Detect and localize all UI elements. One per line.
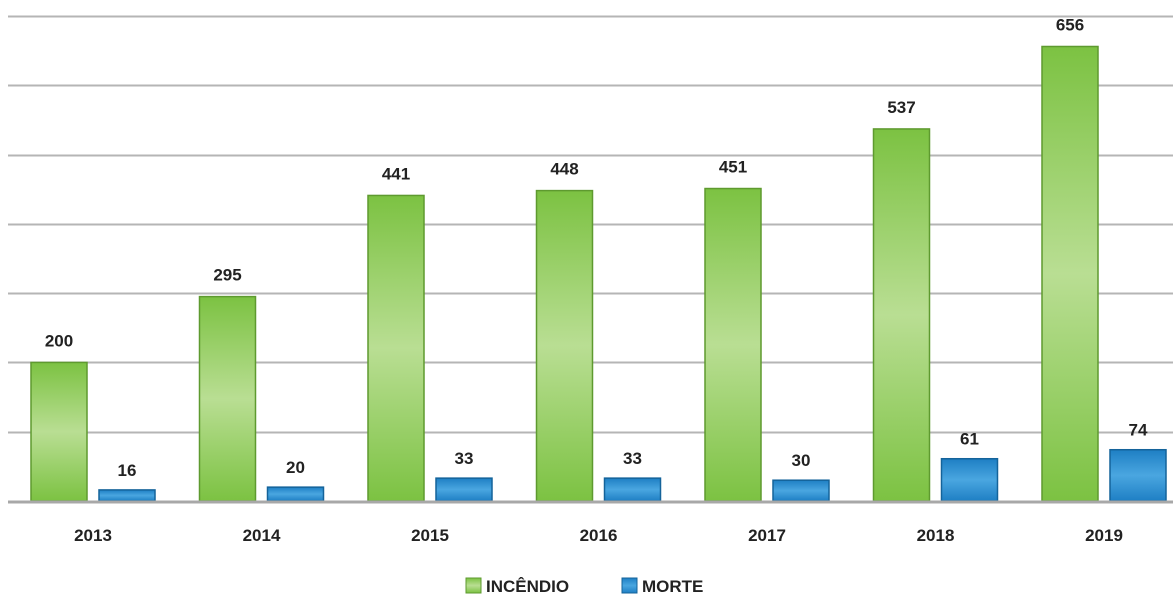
value-label-incendio-2014: 295: [213, 266, 241, 285]
value-label-incendio-2019: 656: [1056, 15, 1084, 34]
x-tick-label-2018: 2018: [917, 526, 955, 545]
bar-incendio-2016: [535, 189, 594, 502]
bars: [30, 45, 1167, 502]
bar-incendio-2017: [704, 187, 762, 502]
value-labels: 200 16 295 20 441 33 448 33 451 30 537 61 656 74: [45, 15, 1148, 479]
value-label-incendio-2018: 537: [887, 98, 915, 117]
legend-label-morte: MORTE: [642, 577, 703, 596]
bar-morte-2017: [772, 479, 830, 502]
bar-morte-2016: [603, 477, 662, 502]
legend-label-incendio: INCÊNDIO: [486, 577, 569, 596]
x-tick-label-2016: 2016: [580, 526, 618, 545]
bar-morte-2018: [940, 457, 999, 502]
value-label-morte-2016: 33: [623, 449, 642, 468]
value-label-morte-2014: 20: [286, 458, 305, 477]
value-label-incendio-2016: 448: [550, 160, 578, 179]
bar-incendio-2018: [872, 128, 931, 502]
bar-incendio-2013: [30, 361, 88, 502]
value-label-incendio-2015: 441: [382, 164, 410, 183]
bar-morte-2019: [1109, 448, 1167, 502]
value-label-incendio-2013: 200: [45, 331, 73, 350]
bar-incendio-2014: [198, 295, 257, 502]
bar-morte-2015: [435, 477, 493, 502]
value-label-incendio-2017: 451: [719, 158, 747, 177]
x-tick-label-2014: 2014: [243, 526, 281, 545]
x-tick-label-2017: 2017: [748, 526, 786, 545]
x-tick-label-2019: 2019: [1085, 526, 1123, 545]
value-label-morte-2015: 33: [455, 449, 474, 468]
legend-swatch-morte: [621, 577, 638, 594]
bar-morte-2013: [98, 489, 156, 502]
x-tick-labels: 2013 2014 2015 2016 2017 2018 2019: [74, 526, 1123, 545]
bar-incendio-2019: [1041, 45, 1099, 502]
x-tick-label-2013: 2013: [74, 526, 112, 545]
legend: INCÊNDIO MORTE: [465, 577, 703, 596]
value-label-morte-2017: 30: [792, 451, 811, 470]
bar-incendio-2015: [367, 194, 425, 502]
x-tick-label-2015: 2015: [411, 526, 449, 545]
value-label-morte-2018: 61: [960, 430, 979, 449]
value-label-morte-2019: 74: [1129, 421, 1148, 440]
legend-swatch-incendio: [465, 577, 482, 594]
value-label-morte-2013: 16: [118, 461, 137, 480]
bar-morte-2014: [266, 486, 325, 502]
